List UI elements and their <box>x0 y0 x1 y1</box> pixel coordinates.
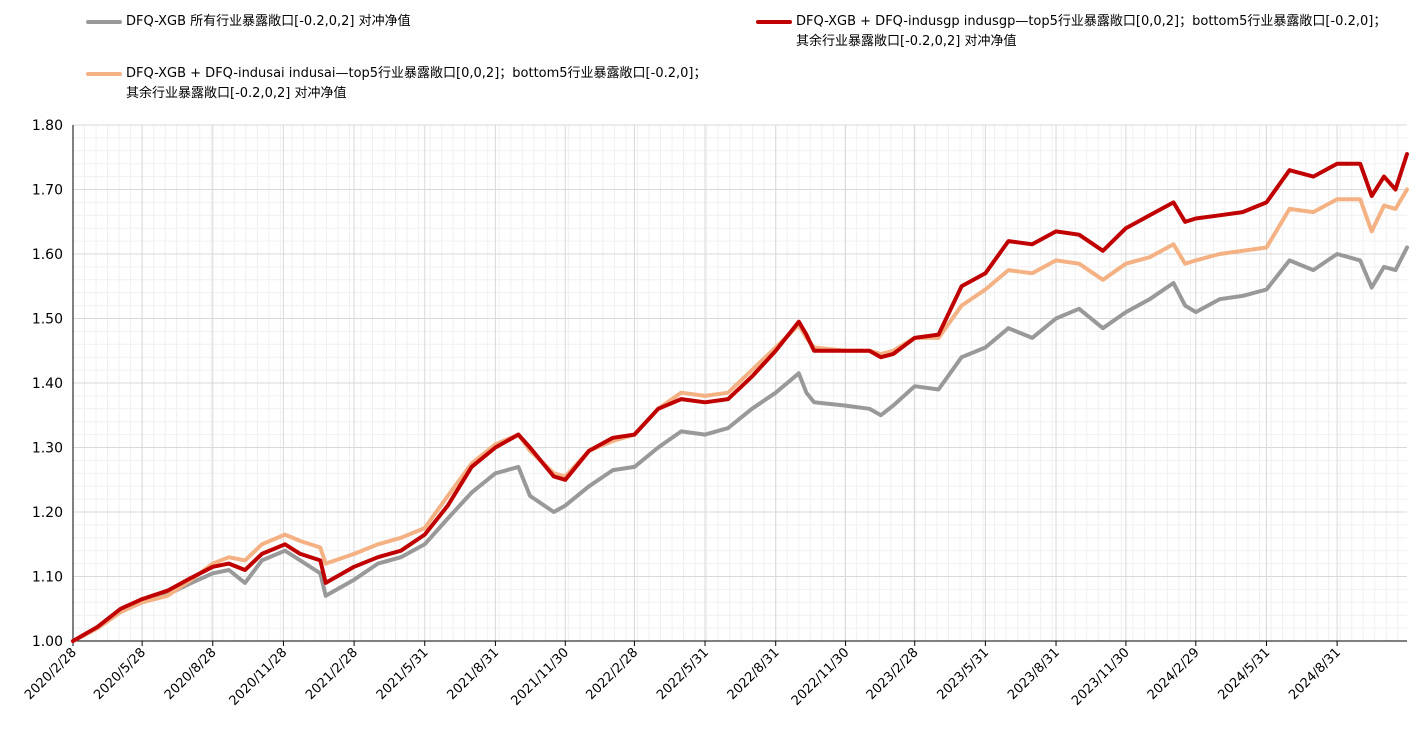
y-tick-label: 1.80 <box>32 118 63 134</box>
x-tick-label: 2022/2/28 <box>583 645 641 703</box>
legend-item-2: DFQ-XGB + DFQ-indusai indusai—top5行业暴露敞口… <box>86 64 706 104</box>
y-tick-label: 1.50 <box>32 312 63 328</box>
x-tick-label: 2021/11/30 <box>509 645 573 709</box>
y-tick-label: 1.30 <box>32 441 63 457</box>
legend-item-1: DFQ-XGB + DFQ-indusgp indusgp—top5行业暴露敞口… <box>756 12 1386 52</box>
x-tick-labels: 2020/2/28 2020/5/28 2020/8/28 2020/11/28 202… <box>22 645 1344 709</box>
x-tick-label: 2022/8/31 <box>725 645 783 703</box>
y-tick-label: 1.10 <box>32 570 63 586</box>
legend-swatch-1 <box>756 20 792 24</box>
x-tick-label: 2021/5/31 <box>374 645 432 703</box>
x-tick-label: 2024/2/29 <box>1145 645 1203 703</box>
series-line-0 <box>71 245 1409 643</box>
series-lines <box>71 152 1409 643</box>
y-tick-label: 1.20 <box>32 505 63 521</box>
series-line-2 <box>71 187 1409 643</box>
x-tick-label: 2020/5/28 <box>91 645 149 703</box>
x-tick-label: 2020/2/28 <box>22 645 80 703</box>
legend-swatch-0 <box>86 20 122 24</box>
x-tick-label: 2020/11/28 <box>227 645 291 709</box>
y-tick-label: 1.40 <box>32 376 63 392</box>
series-line-1 <box>71 152 1409 643</box>
legend-label-0: DFQ-XGB 所有行业暴露敞口[-0.2,0,2] 对冲净值 <box>126 14 411 29</box>
legend-swatch-2 <box>86 72 122 76</box>
legend-label-2: DFQ-XGB + DFQ-indusai indusai—top5行业暴露敞口… <box>126 66 707 101</box>
legend-label-1: DFQ-XGB + DFQ-indusgp indusgp—top5行业暴露敞口… <box>796 14 1387 49</box>
x-tick-label: 2023/5/31 <box>934 645 992 703</box>
y-tick-label: 1.70 <box>32 183 63 199</box>
x-tick-label: 2022/5/31 <box>654 645 712 703</box>
y-tick-label: 1.00 <box>32 634 63 650</box>
x-tick-label: 2024/5/31 <box>1216 645 1274 703</box>
major-grid <box>72 124 1407 642</box>
x-tick-label: 2023/2/28 <box>864 645 922 703</box>
x-tick-label: 2023/11/30 <box>1069 645 1133 709</box>
axes <box>72 125 1407 646</box>
x-tick-label: 2023/8/31 <box>1005 645 1063 703</box>
y-tick-labels: 1.00 1.10 1.20 1.30 1.40 1.50 1.60 1.70 1.80 <box>32 118 63 650</box>
legend-item-0: DFQ-XGB 所有行业暴露敞口[-0.2,0,2] 对冲净值 <box>86 12 411 32</box>
x-tick-label: 2024/8/31 <box>1286 645 1344 703</box>
x-tick-label: 2021/2/28 <box>303 645 361 703</box>
x-tick-label: 2022/11/30 <box>789 645 853 709</box>
y-tick-label: 1.60 <box>32 247 63 263</box>
x-tick-label: 2020/8/28 <box>162 645 220 703</box>
x-tick-label: 2021/8/31 <box>444 645 502 703</box>
